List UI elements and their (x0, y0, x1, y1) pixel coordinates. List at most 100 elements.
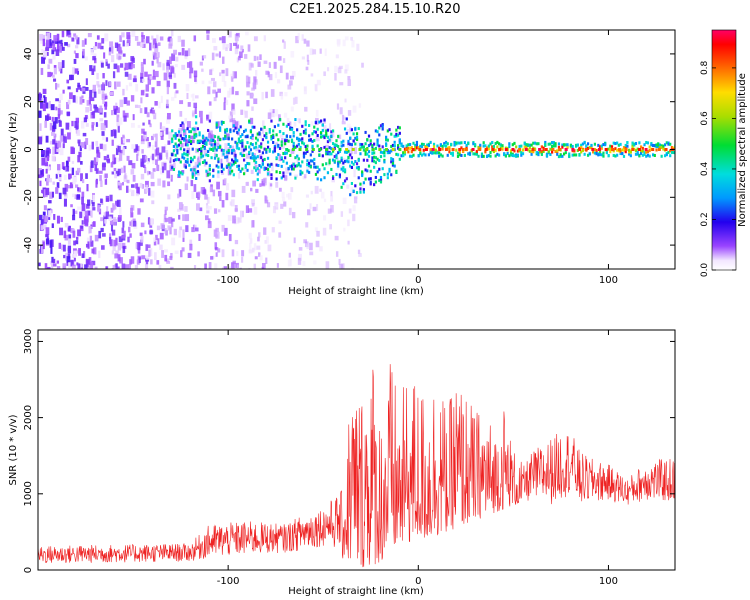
spectrogram-signal-cell (201, 154, 205, 158)
spectrogram-noise-cell (87, 33, 92, 38)
spectrogram-signal-cell (285, 124, 288, 128)
spectrogram-noise-cell (149, 230, 154, 234)
spectrogram-noise-cell (236, 264, 239, 269)
spectrogram-signal-cell (551, 140, 554, 144)
spectrogram-noise-cell (99, 105, 103, 113)
spectrogram-signal-cell (237, 137, 241, 141)
spectrogram-signal-cell (299, 145, 302, 149)
spectrogram-noise-cell (56, 266, 61, 269)
spectrogram-noise-cell (53, 67, 57, 75)
spectrogram-noise-cell (141, 149, 144, 154)
spectrogram-noise-cell (289, 80, 293, 86)
spectrogram-signal-cell (301, 160, 304, 164)
spectrogram-noise-cell (229, 118, 233, 123)
spectrogram-signal-cell (438, 154, 441, 158)
spectrogram-signal-cell (203, 142, 206, 146)
spectrogram-noise-cell (280, 203, 284, 209)
spectrogram-signal-cell (212, 138, 215, 142)
spectrogram-noise-cell (77, 229, 82, 237)
spectrogram-signal-cell (619, 152, 622, 156)
spectrogram-peak-cell (597, 148, 601, 151)
spectrogram-signal-cell (237, 167, 241, 171)
spectrogram-signal-cell (236, 144, 239, 148)
spectrogram-signal-cell (263, 147, 266, 151)
spectrogram-signal-cell (172, 159, 176, 163)
spectrogram-noise-cell (265, 257, 268, 264)
spectrogram-signal-cell (272, 135, 275, 139)
spectrogram-signal-cell (533, 141, 537, 145)
spectrogram-noise-cell (167, 157, 171, 161)
spectrogram-signal-cell (653, 153, 656, 157)
spectrogram-signal-cell (347, 139, 350, 143)
spectrogram-noise-cell (178, 214, 181, 220)
spectrogram-noise-cell (47, 71, 52, 78)
spectrogram-signal-cell (369, 142, 372, 146)
spectrogram-signal-cell (179, 141, 182, 145)
spectrogram-signal-cell (352, 132, 355, 136)
spectrogram-noise-cell (204, 263, 207, 269)
spectrogram-signal-cell (477, 154, 480, 158)
spectrogram-signal-cell (626, 144, 629, 148)
spectrogram-noise-cell (331, 179, 335, 183)
spectrogram-signal-cell (508, 142, 511, 146)
spectrogram-signal-cell (239, 135, 242, 139)
spectrogram-signal-cell (331, 129, 335, 133)
spectrogram-signal-cell (429, 140, 432, 144)
spectrogram-peak-cell (351, 148, 355, 151)
spectrogram-noise-cell (274, 204, 278, 208)
spectrogram-signal-cell (343, 168, 347, 172)
spectrogram-signal-cell (292, 141, 295, 145)
spectrogram-signal-cell (391, 159, 395, 163)
spectrogram-signal-cell (323, 136, 326, 140)
spectrogram-noise-cell (103, 156, 107, 161)
spectrogram-noise-cell (244, 167, 247, 175)
spectrogram-noise-cell (82, 48, 85, 56)
spectrogram-noise-cell (169, 255, 173, 261)
spectrogram-signal-cell (660, 154, 663, 158)
spectrogram-signal-cell (294, 118, 297, 122)
spectrogram-signal-cell (323, 167, 326, 171)
spectrogram-signal-cell (432, 142, 436, 146)
spectrogram-noise-cell (252, 180, 257, 187)
spectrogram-signal-cell (593, 151, 597, 155)
spectrogram-noise-cell (69, 92, 73, 100)
spectrogram-signal-cell (277, 123, 280, 127)
spectrogram-noise-cell (230, 199, 235, 207)
spectrogram-signal-cell (251, 152, 254, 156)
spectrogram-signal-cell (198, 133, 201, 137)
spectrogram-signal-cell (287, 123, 290, 127)
spectrogram-signal-cell (290, 167, 294, 171)
spectrogram-peak-cell (458, 148, 462, 151)
spectrogram-noise-cell (151, 35, 154, 40)
spectrogram-noise-cell (76, 37, 80, 45)
spectrogram-noise-cell (165, 103, 169, 109)
spectrogram-noise-cell (98, 170, 103, 174)
spectrogram-noise-cell (94, 234, 99, 242)
spectrogram-signal-cell (229, 130, 232, 134)
spectrogram-noise-cell (295, 35, 299, 44)
spectrogram-signal-cell (361, 172, 364, 176)
spectrogram-noise-cell (286, 193, 289, 198)
spectrogram-signal-cell (465, 145, 468, 149)
spectrogram-signal-cell (258, 163, 261, 167)
spectrogram-noise-cell (38, 110, 42, 118)
spectrogram-noise-cell (120, 167, 123, 174)
spectrogram-signal-cell (419, 144, 422, 148)
spectrogram-signal-cell (359, 187, 362, 191)
spectrogram-signal-cell (612, 153, 615, 157)
spectrogram-signal-cell (304, 120, 307, 124)
spectrogram-noise-cell (343, 227, 346, 232)
spectrogram-noise-cell (361, 62, 364, 68)
spectrogram-noise-cell (336, 103, 340, 110)
spectrogram-noise-cell (80, 87, 83, 92)
spectrogram-noise-cell (61, 31, 65, 38)
spectrogram-signal-cell (328, 138, 331, 142)
spectrogram-signal-cell (494, 148, 497, 152)
spectrogram-noise-cell (202, 55, 207, 59)
spectrogram-signal-cell (183, 156, 186, 160)
spectrogram-noise-cell (151, 135, 154, 141)
spectrogram-signal-cell (417, 146, 420, 150)
spectrogram-noise-cell (93, 157, 98, 166)
spectrogram-signal-cell (256, 178, 259, 182)
